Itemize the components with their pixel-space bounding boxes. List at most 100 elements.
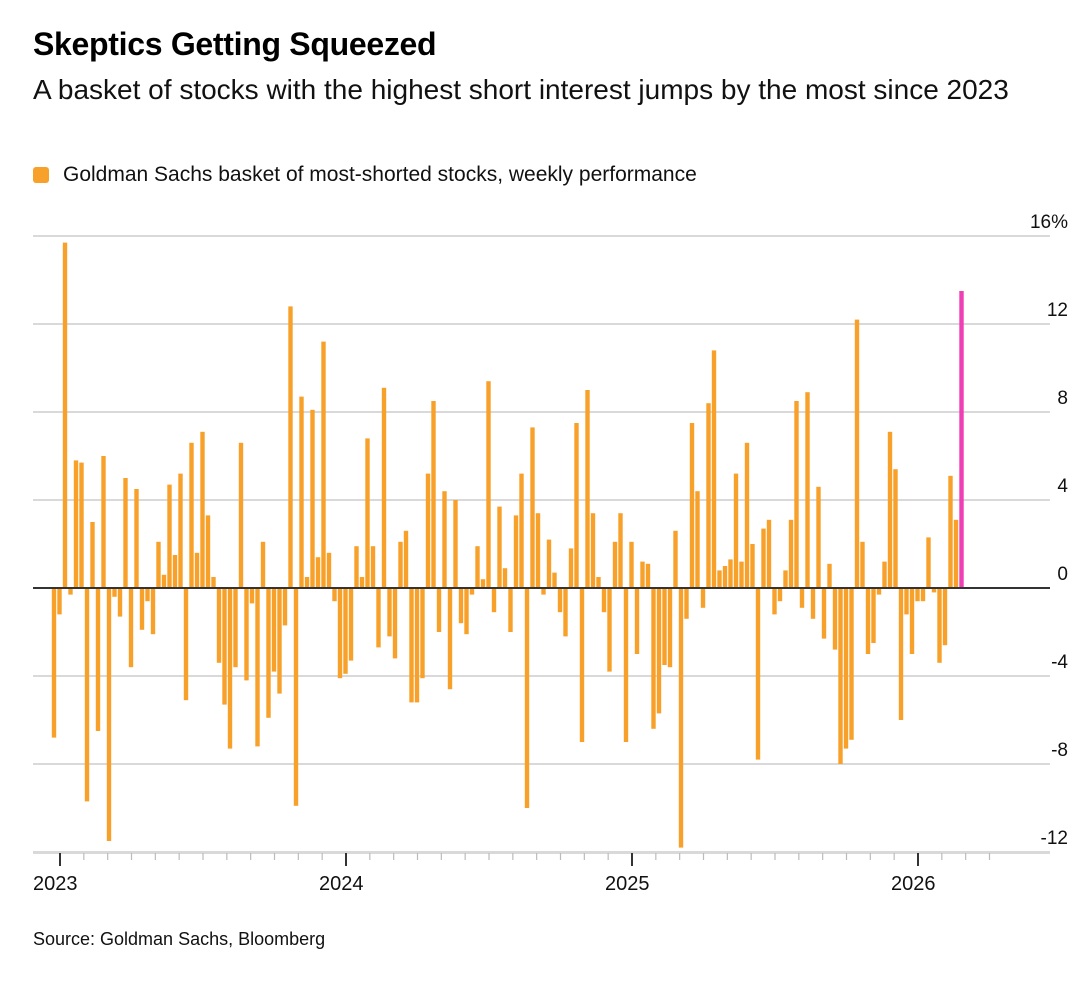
bar [667, 588, 673, 668]
bar [722, 566, 728, 588]
bar [761, 528, 766, 588]
bar [453, 500, 458, 588]
bar [73, 460, 79, 588]
bar [502, 568, 508, 588]
bar [194, 552, 200, 588]
y-tick-label: -12 [1041, 828, 1068, 849]
bar [156, 541, 161, 588]
bar [810, 588, 816, 619]
bar [161, 574, 167, 588]
bar [414, 588, 420, 703]
bar [843, 588, 849, 749]
bar [920, 588, 926, 602]
bar [871, 588, 876, 643]
bar [359, 577, 365, 588]
bar [524, 588, 530, 808]
bar [233, 588, 238, 668]
bar [585, 390, 590, 588]
bar [596, 577, 601, 588]
x-tick-label: 2023 [33, 873, 78, 895]
y-tick-label: -8 [1051, 740, 1068, 761]
bar [909, 588, 915, 654]
bar [579, 588, 585, 742]
bar [497, 506, 502, 588]
bar [766, 519, 772, 588]
bar [816, 486, 821, 588]
bar [931, 588, 937, 593]
bar [898, 588, 904, 720]
bar [645, 563, 651, 588]
bar [398, 541, 403, 588]
bar [315, 557, 321, 588]
bar [568, 548, 574, 588]
bar [409, 588, 414, 703]
bar [574, 423, 579, 588]
bar [62, 242, 68, 588]
bar [772, 588, 777, 615]
bar [480, 579, 486, 588]
bar [700, 588, 706, 608]
bar [623, 588, 629, 742]
bar [95, 588, 101, 731]
bar [678, 588, 684, 848]
bar [794, 401, 799, 588]
bar [227, 588, 233, 749]
bar [821, 588, 827, 639]
bar [365, 438, 370, 588]
bar [508, 588, 513, 632]
bar [249, 588, 255, 604]
bar [805, 392, 810, 588]
bar [337, 588, 343, 679]
bar [953, 519, 959, 588]
bar [458, 588, 464, 624]
y-tick-label: 16% [1030, 212, 1068, 233]
bar [145, 588, 150, 602]
bar [183, 588, 189, 701]
bar [112, 588, 117, 597]
bar [376, 588, 381, 648]
bar [634, 588, 640, 654]
bar [491, 588, 497, 613]
bar [629, 541, 634, 588]
bars [51, 242, 964, 848]
bar-latest-week [959, 291, 964, 588]
x-tick-label: 2024 [319, 873, 364, 895]
bar [387, 588, 392, 637]
bar [684, 588, 689, 619]
y-tick-label: 4 [1057, 476, 1068, 497]
bar [563, 588, 568, 637]
bar [590, 513, 596, 588]
bar [854, 319, 860, 588]
bar [876, 588, 882, 595]
bar [79, 462, 84, 588]
bar [827, 563, 832, 588]
bar [717, 570, 722, 588]
bar [172, 555, 178, 588]
bar [546, 539, 552, 588]
bar [882, 561, 887, 588]
bar [893, 469, 898, 588]
x-tick-label: 2026 [891, 873, 936, 895]
bar [282, 588, 288, 626]
bar [519, 473, 524, 588]
bar [343, 588, 348, 674]
bar [849, 588, 854, 740]
bar [271, 588, 277, 672]
bar [656, 588, 662, 714]
legend-swatch [33, 167, 49, 183]
bar [222, 588, 227, 705]
bar [260, 541, 266, 588]
bar [607, 588, 612, 672]
bar [216, 588, 222, 663]
bar [695, 491, 700, 588]
bar [744, 442, 750, 588]
bar [436, 588, 442, 632]
bar [838, 588, 843, 764]
bar [755, 588, 761, 760]
legend: Goldman Sachs basket of most-shorted sto… [33, 163, 697, 187]
bar [326, 552, 332, 588]
y-tick-label: -4 [1051, 652, 1068, 673]
bar [420, 588, 425, 679]
bar [486, 381, 491, 588]
bar [799, 588, 805, 608]
